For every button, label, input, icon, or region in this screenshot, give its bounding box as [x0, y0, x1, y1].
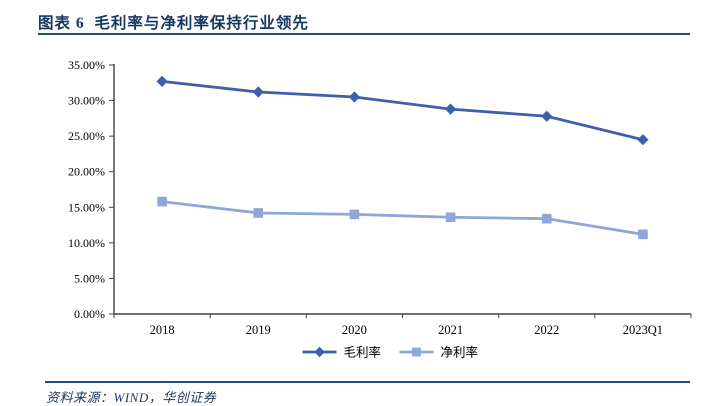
y-axis-tick-label: 30.00% — [68, 94, 105, 108]
data-point-diamond — [541, 110, 553, 122]
data-point-square — [349, 209, 360, 220]
x-axis-category-label: 2023Q1 — [623, 323, 663, 337]
data-point-diamond — [444, 103, 457, 115]
y-axis-tick-label: 20.00% — [68, 165, 105, 179]
series-line-毛利率 — [160, 79, 645, 142]
x-axis-category-label: 2020 — [342, 323, 367, 337]
data-point-square — [157, 196, 167, 207]
x-axis-category-label: 2022 — [534, 323, 559, 337]
source-note: 资料来源：WIND，华创证券 — [46, 390, 217, 405]
data-point-square — [412, 347, 421, 357]
y-axis-tick-label: 10.00% — [68, 236, 105, 250]
series-line-净利率 — [160, 200, 645, 236]
data-point-square — [541, 213, 552, 224]
chart-area: 0.00% 5.00% 10.00% 15.00% 20.00% 25.00% 30.00%… — [68, 58, 692, 360]
legend-label-毛利率: 毛利率 — [344, 345, 382, 360]
data-point-square — [638, 229, 648, 240]
y-axis-tick-label: 25.00% — [68, 129, 105, 143]
x-axis-category-label: 2019 — [246, 323, 271, 337]
data-point-diamond — [156, 75, 168, 87]
y-axis-tick-label: 5.00% — [74, 271, 105, 285]
title-underline — [38, 33, 690, 35]
line-chart: 0.00% 5.00% 10.00% 15.00% 20.00% 25.00% 30.00%… — [68, 58, 692, 360]
x-axis-category-label: 2018 — [150, 323, 175, 337]
data-point-diamond — [637, 134, 649, 146]
legend-label-净利率: 净利率 — [441, 345, 479, 360]
y-axis-tick-label: 0.00% — [74, 307, 105, 321]
data-point-diamond — [314, 346, 325, 358]
data-point-diamond — [252, 86, 264, 98]
data-point-square — [445, 212, 456, 223]
data-point-square — [253, 208, 264, 218]
y-axis-tick-label: 35.00% — [68, 58, 105, 72]
x-axis-category-label: 2021 — [438, 323, 463, 337]
footer-rule — [45, 381, 690, 383]
y-axis-tick-label: 15.00% — [68, 200, 105, 214]
data-point-diamond — [348, 91, 361, 103]
figure-title: 图表 6 毛利率与净利率保持行业领先 — [38, 15, 309, 32]
